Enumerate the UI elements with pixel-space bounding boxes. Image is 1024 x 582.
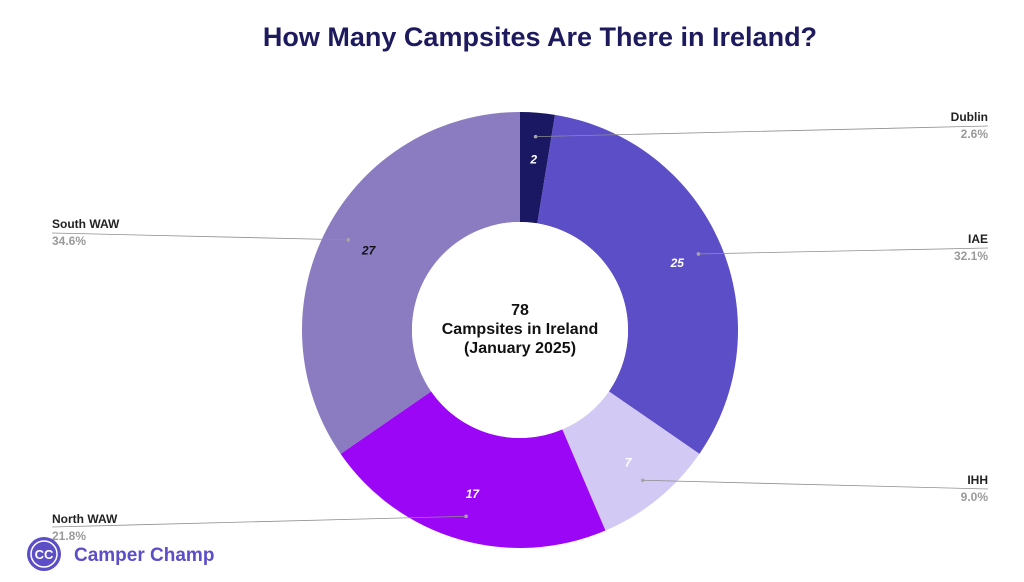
slice-value-north-waw: 17 (466, 487, 481, 501)
legend-label-ihh: IHH (967, 473, 988, 487)
slice-value-iae: 25 (670, 256, 685, 270)
leader-line-north-waw (51, 515, 467, 528)
legend-percent-south-waw: 34.6% (52, 234, 86, 248)
slice-ihh (562, 391, 700, 531)
leader-line-south-waw (51, 232, 349, 241)
slice-dublin (520, 112, 555, 224)
leader-line-dublin (535, 125, 989, 138)
leader-dot-south-waw (346, 238, 351, 242)
brand-name: Camper Champ (74, 545, 214, 566)
center-date: (January 2025) (464, 340, 576, 357)
legend-label-north-waw: North WAW (52, 512, 118, 526)
slice-values-group: 2 25 7 17 27 (361, 153, 684, 502)
chart-title: How Many Campsites Are There in Ireland? (263, 22, 817, 52)
slice-value-ihh: 7 (625, 455, 633, 469)
legend-percent-ihh: 9.0% (961, 490, 989, 504)
brand-badge-ring (30, 540, 58, 568)
leader-line-ihh (642, 479, 989, 490)
slice-south-waw (301, 112, 520, 454)
legend-percent-north-waw: 21.8% (52, 529, 86, 543)
slice-value-south-waw: 27 (361, 244, 377, 258)
slice-iae (537, 114, 738, 454)
slice-value-dublin: 2 (529, 153, 537, 167)
brand-badge-icon (27, 537, 61, 571)
slices-group (301, 112, 738, 548)
brand-mark-text: CC (35, 547, 54, 562)
legend-label-iae: IAE (968, 232, 988, 246)
center-caption: Campsites in Ireland (442, 321, 599, 338)
legend-percent-dublin: 2.6% (961, 127, 989, 141)
leader-lines-group (51, 125, 989, 528)
center-label: 78 Campsites in Ireland (January 2025) (442, 302, 599, 357)
legend-label-dublin: Dublin (951, 110, 988, 124)
slice-north-waw (340, 391, 606, 548)
legend-percent-iae: 32.1% (954, 249, 988, 263)
legend-label-south-waw: South WAW (52, 217, 120, 231)
center-total: 78 (511, 302, 529, 319)
brand-logo: CC Camper Champ (27, 537, 214, 571)
legend-group: Dublin 2.6% IAE 32.1% IHH 9.0% North WAW 21.8% S… (52, 110, 988, 543)
leader-line-iae (698, 247, 989, 255)
donut-hole (412, 222, 628, 438)
